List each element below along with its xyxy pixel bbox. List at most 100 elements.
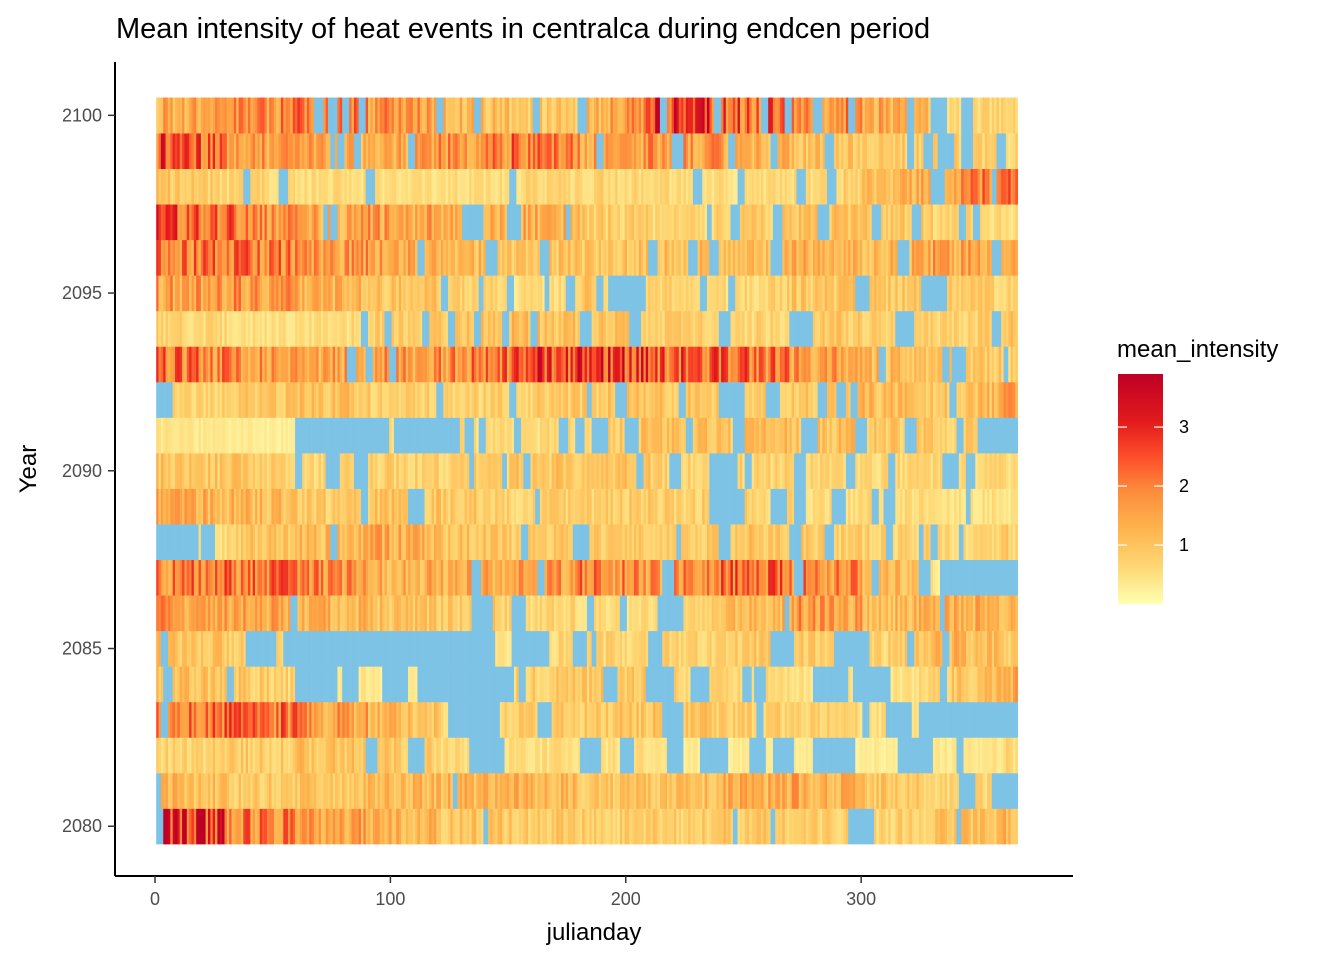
heatmap-cell [956,666,960,703]
heatmap-cell-missing [918,701,922,738]
heatmap-cell [664,630,668,667]
heatmap-cell [304,559,308,596]
heatmap-cell [907,381,910,418]
heatmap-cell [488,772,491,809]
heatmap-cell [391,737,395,774]
heatmap-cell [678,346,682,383]
heatmap-cell-missing [775,488,778,525]
heatmap-cell-missing [843,488,847,525]
heatmap-cell [328,559,331,596]
heatmap-cell [499,381,503,418]
heatmap-cell [323,488,327,525]
heatmap-cell [711,701,715,738]
heatmap-cell [368,772,371,809]
heatmap-cell-missing [464,666,468,703]
heatmap-cell [207,630,211,667]
heatmap-cell [438,524,442,560]
heatmap-cell-missing [770,808,774,845]
heatmap-cell-missing [184,524,188,560]
heatmap-cell-missing [954,453,957,489]
heatmap-cell [714,381,717,418]
heatmap-cell [219,737,223,774]
heatmap-cell [916,666,920,703]
heatmap-cell [203,559,206,596]
heatmap-cell [994,737,997,774]
heatmap-cell [1003,453,1007,489]
heatmap-cell [384,381,388,418]
heatmap-cell [563,524,567,560]
heatmap-cell [615,630,618,667]
heatmap-cell-missing [817,666,821,703]
heatmap-cell [591,559,595,596]
heatmap-cell [641,808,644,845]
heatmap-cell [918,666,922,703]
heatmap-cell [537,737,541,774]
heatmap-cell [808,488,811,525]
heatmap-cell [603,524,607,560]
heatmap-cell [890,381,894,418]
heatmap-cell-missing [473,630,477,667]
heatmap-cell [561,524,564,560]
heatmap-cell-missing [471,701,475,738]
heatmap-cell [490,559,494,596]
heatmap-cell-missing [817,381,821,418]
heatmap-cell [215,381,218,418]
heatmap-cell [697,808,701,845]
heatmap-cell [662,346,665,383]
heatmap-cell [862,453,866,489]
heatmap-cell [292,488,296,525]
heatmap-cell-missing [859,666,863,703]
heatmap-cell [532,808,536,845]
heatmap-cell [676,417,680,454]
heatmap-cell [445,488,449,525]
heatmap-cell [876,381,880,418]
heatmap-cell [351,381,355,418]
heatmap-cell [834,524,837,560]
heatmap-cell [706,524,710,560]
heatmap-cell [605,524,609,560]
heatmap-cell [878,630,882,667]
heatmap-cell [424,559,428,596]
heatmap-cell [662,381,665,418]
heatmap-cell [222,453,225,489]
heatmap-cell [544,381,548,418]
heatmap-cell-missing [671,701,675,738]
heatmap-cell-missing [563,417,567,454]
heatmap-cell-missing [459,630,463,667]
heatmap-cell [744,488,748,525]
heatmap-cell [897,559,901,596]
heatmap-cell [685,453,689,489]
heatmap-cell [817,453,821,489]
heatmap-cell [575,772,578,809]
heatmap-cell [556,346,560,383]
heatmap-cell [238,630,242,667]
heatmap-cell [751,417,755,454]
heatmap-cell [770,701,774,738]
heatmap-cell [222,630,225,667]
heatmap-cell [954,524,957,560]
heatmap-cell [330,808,334,845]
heatmap-cell-missing [342,630,345,667]
heatmap-cell [928,381,931,418]
heatmap-cell [657,524,661,560]
heatmap-cell-missing [681,381,684,418]
heatmap-cell-missing [426,666,430,703]
heatmap-cell [177,559,181,596]
heatmap-cell [349,524,352,560]
heatmap-cell-missing [883,666,887,703]
heatmap-cell-missing [956,453,960,489]
heatmap-cell [791,559,795,596]
heatmap-cell [975,381,979,418]
heatmap-cell [845,772,849,809]
heatmap-cell [784,666,788,703]
heatmap-cell [883,559,887,596]
heatmap-cell [572,595,576,632]
heatmap-cell [690,772,694,809]
heatmap-cell [448,595,451,632]
heatmap-cell [954,808,957,845]
heatmap-cell [1008,737,1011,774]
heatmap-cell-missing [539,701,543,738]
heatmap-cell [697,595,701,632]
heatmap-cell [226,381,230,418]
heatmap-cell [288,559,291,596]
